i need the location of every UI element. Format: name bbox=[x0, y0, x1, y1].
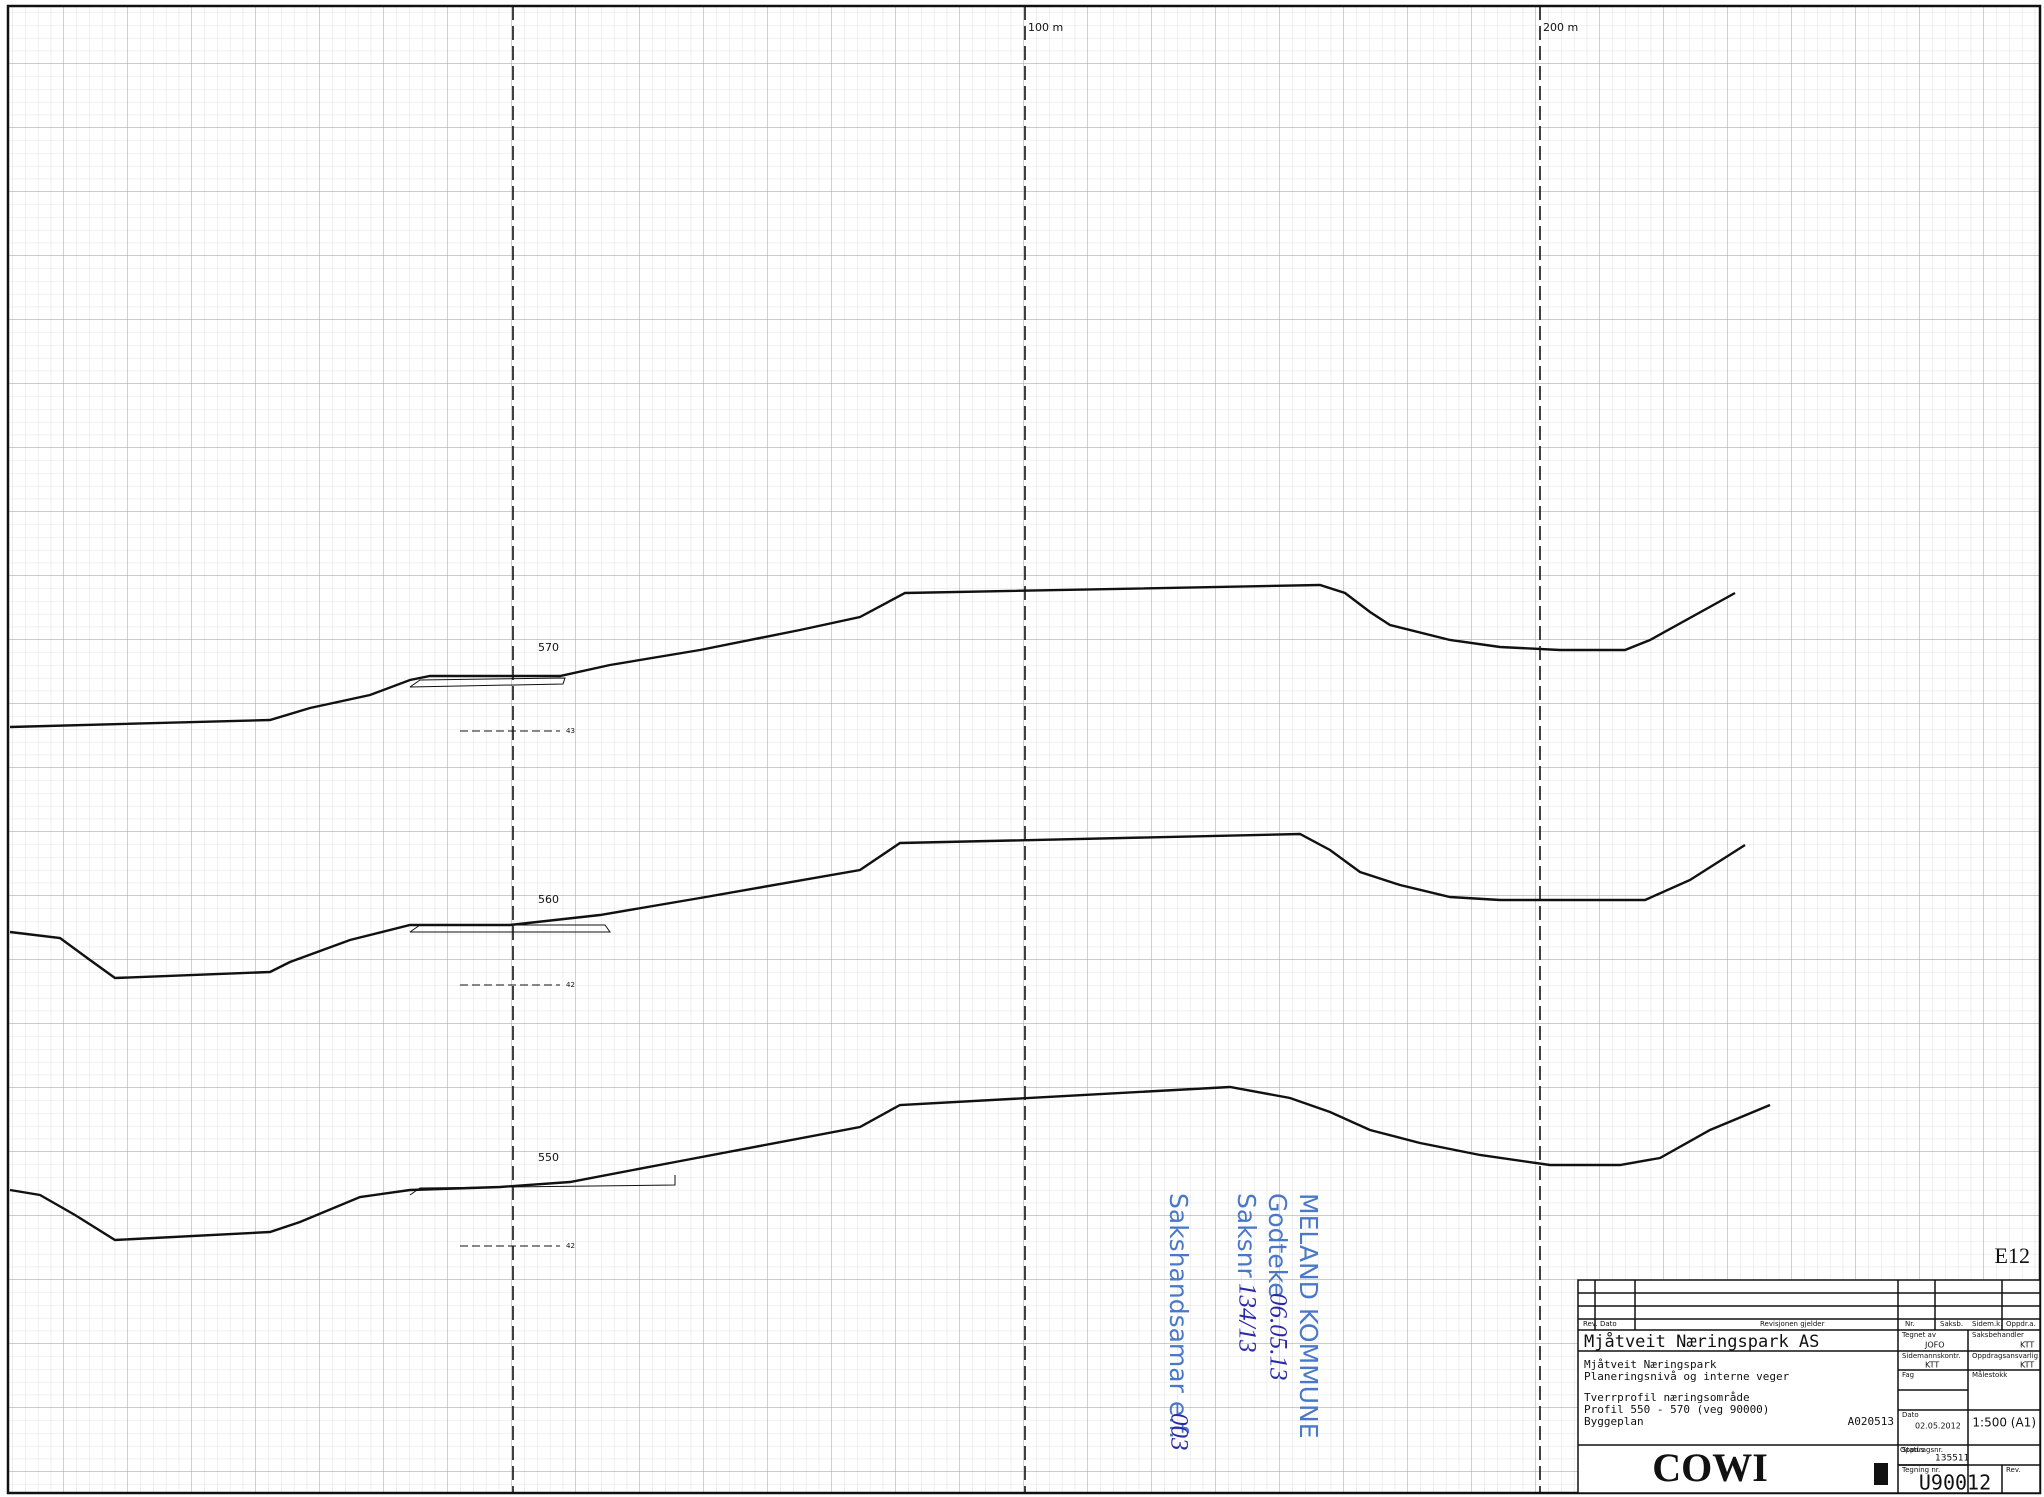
field-value: 02.05.2012 bbox=[1915, 1422, 1961, 1431]
client: Mjåtveit Næringspark AS bbox=[1584, 1331, 1819, 1352]
station-label: 100 m bbox=[1028, 21, 1063, 34]
offset-label: 42 bbox=[566, 981, 575, 989]
field-label: Tegning nr. bbox=[1901, 1466, 1940, 1474]
stamp-date: 06.05.13 bbox=[1264, 1293, 1291, 1381]
stamp-label: Saksnr bbox=[1232, 1193, 1261, 1279]
rev-header: Oppdr.a. bbox=[2006, 1320, 2036, 1328]
field-label: Målestokk bbox=[1972, 1370, 2008, 1379]
drawing-title: Byggeplan bbox=[1584, 1415, 1644, 1428]
rev-header: Dato bbox=[1600, 1320, 1617, 1328]
rev-header: Revisjonen gjelder bbox=[1760, 1320, 1825, 1328]
profile-line bbox=[9, 832, 1746, 980]
title-block bbox=[1577, 1279, 2041, 1494]
stamp-sign: 003 bbox=[1165, 1413, 1192, 1451]
rev-header: Saksb. bbox=[1940, 1320, 1963, 1328]
profile-label: 560 bbox=[538, 893, 559, 906]
stamp-office: MELAND KOMMUNE bbox=[1294, 1193, 1323, 1439]
reference-lines bbox=[460, 730, 560, 1247]
sheet-code: E12 bbox=[1995, 1243, 2030, 1268]
rev-header: Sidem.k. bbox=[1972, 1320, 2002, 1328]
field-label: Tegnet av bbox=[1901, 1331, 1936, 1339]
sheet-border bbox=[6, 4, 2042, 1495]
stamp-label: Godteke bbox=[1263, 1193, 1292, 1298]
field-value: KTT bbox=[2020, 1361, 2034, 1370]
title-block-text: Rev. Dato Revisjonen gjelder Nr. Saksb. … bbox=[1583, 1320, 2038, 1495]
field-value: JOFO bbox=[1924, 1341, 1945, 1350]
scale: 1:500 (A1) bbox=[1972, 1416, 2036, 1430]
station-label: 200 m bbox=[1543, 21, 1578, 34]
field-label: Fag bbox=[1902, 1371, 1914, 1379]
project: Planeringsnivå og interne veger bbox=[1584, 1370, 1790, 1383]
station-lines bbox=[512, 6, 1541, 1493]
field-label: Saksbehandler bbox=[1972, 1331, 2024, 1339]
field-label: Sidemannskontr. bbox=[1902, 1352, 1961, 1360]
drawing-title: Profil 550 - 570 (veg 90000) bbox=[1584, 1403, 1769, 1416]
profile-line bbox=[9, 583, 1736, 729]
field-label: Dato bbox=[1902, 1411, 1919, 1419]
profile-label: 570 bbox=[538, 641, 559, 654]
grid-major bbox=[8, 6, 2040, 1493]
field-label: Rev. bbox=[2006, 1466, 2021, 1474]
drawing-title: Tverrprofil næringsområde bbox=[1584, 1391, 1750, 1404]
project: Mjåtveit Næringspark bbox=[1584, 1358, 1717, 1371]
drawing-ref: A020513 bbox=[1848, 1415, 1894, 1428]
field-label: Oppdragsansvarlig bbox=[1972, 1352, 2038, 1360]
logo-mark bbox=[1874, 1463, 1888, 1485]
offset-label: 43 bbox=[566, 727, 575, 735]
rev-header: Rev. bbox=[1583, 1320, 1598, 1328]
rev-header: Nr. bbox=[1905, 1320, 1915, 1328]
company-logo: COWI bbox=[1652, 1445, 1768, 1490]
field-value: KTT bbox=[1925, 1361, 1939, 1370]
offset-label: 42 bbox=[566, 1242, 575, 1250]
field-value: KTT bbox=[2020, 1341, 2034, 1350]
stamp-label: Sakshandsamar e.f. bbox=[1164, 1193, 1193, 1439]
drawing-no: U90012 bbox=[1919, 1471, 1991, 1495]
field-label: Status bbox=[1902, 1446, 1925, 1454]
stamp-case: 134/13 bbox=[1233, 1283, 1260, 1352]
field-value: 135511 bbox=[1935, 1454, 1969, 1464]
field-label: Oppdragsnr. bbox=[1900, 1446, 1943, 1454]
road-edges bbox=[409, 677, 676, 1196]
profile-label: 550 bbox=[538, 1151, 559, 1164]
profile-line bbox=[9, 1085, 1771, 1242]
